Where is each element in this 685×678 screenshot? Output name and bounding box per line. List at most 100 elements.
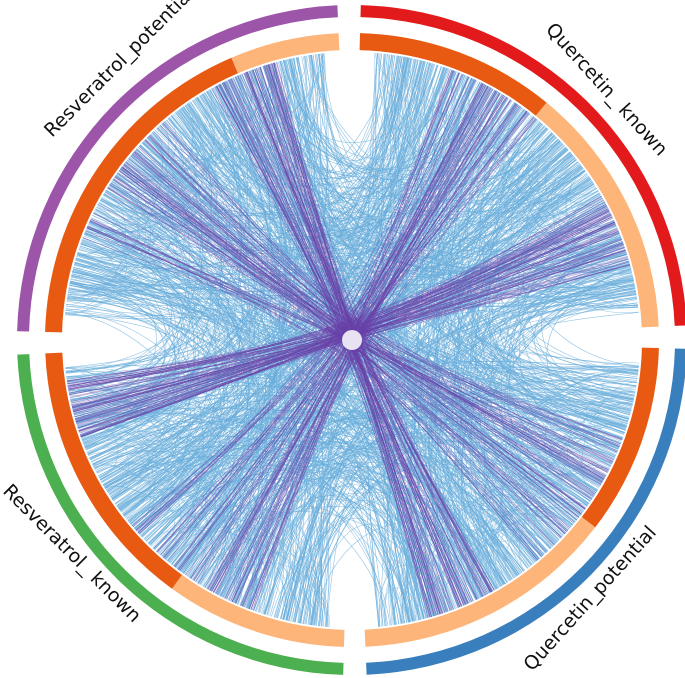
link-chord — [142, 54, 392, 207]
link-chord — [150, 134, 637, 300]
link-chord — [126, 509, 300, 624]
link-chord — [401, 56, 635, 289]
link-chord — [81, 431, 116, 451]
link-chord — [487, 499, 588, 592]
link-chord — [552, 195, 637, 296]
link-chord — [423, 502, 588, 619]
link-chord — [551, 155, 630, 267]
inner-arc-quercetin-potential-0 — [581, 347, 659, 528]
link-chord — [67, 132, 163, 293]
centre-highlight — [342, 330, 362, 350]
link-chord — [538, 437, 618, 515]
link-chord — [311, 53, 323, 104]
link-chord — [524, 145, 566, 183]
link-chord — [485, 409, 630, 577]
link-chord — [476, 97, 639, 309]
link-chord — [111, 70, 253, 191]
link-chord — [86, 227, 547, 553]
tracks-layer — [17, 5, 685, 675]
link-chord — [92, 214, 515, 578]
link-chord — [423, 61, 637, 295]
link-chord — [501, 121, 582, 200]
link-chord — [114, 75, 241, 183]
link-chord — [508, 119, 568, 180]
link-chord — [502, 106, 619, 239]
link-chord — [165, 509, 233, 587]
link-chord — [526, 479, 589, 538]
link-chord — [269, 63, 492, 593]
inner-arc-resveratrol-potential-0 — [45, 57, 238, 333]
inner-arc-resveratrol-potential-1 — [231, 33, 340, 74]
link-chord — [375, 53, 451, 153]
link-chord — [378, 565, 449, 627]
link-chord — [223, 81, 431, 618]
inner-arc-resveratrol-known-0 — [172, 574, 345, 647]
link-chord — [168, 92, 247, 190]
link-chord — [311, 454, 397, 626]
link-chord — [128, 65, 270, 179]
link-chord — [67, 383, 319, 627]
link-chord — [394, 58, 419, 149]
link-chord — [409, 440, 616, 622]
link-chord — [404, 529, 528, 623]
link-chord — [392, 56, 432, 147]
link-chord — [76, 89, 212, 256]
link-chord — [67, 107, 217, 296]
link-chord — [569, 388, 636, 434]
link-chord — [452, 72, 560, 162]
link-chord — [546, 234, 632, 284]
link-chord — [292, 58, 417, 161]
link-chord — [586, 401, 633, 435]
link-chord — [321, 554, 332, 627]
link-chord — [401, 56, 507, 119]
link-chord — [251, 69, 635, 397]
link-chord — [303, 465, 402, 624]
link-chord — [74, 264, 323, 627]
link-chord — [136, 145, 190, 193]
link-chord — [100, 115, 196, 215]
link-chord — [123, 479, 228, 585]
link-chord — [437, 68, 638, 306]
link-chord — [180, 108, 593, 212]
link-chord — [108, 461, 169, 505]
link-chord — [66, 230, 619, 382]
link-chord — [388, 54, 637, 300]
link-chord — [565, 192, 624, 250]
link-chord — [87, 445, 173, 543]
link-chord — [380, 587, 423, 627]
link-chord — [86, 227, 461, 607]
link-chord — [492, 92, 620, 237]
link-chord — [152, 56, 405, 215]
link-chord — [405, 591, 420, 623]
links-layer — [65, 52, 640, 628]
link-chord — [88, 111, 212, 240]
link-chord — [68, 287, 540, 559]
link-chord — [459, 517, 529, 598]
link-chord — [115, 413, 552, 549]
link-chord — [394, 56, 401, 91]
link-chord — [66, 123, 169, 305]
link-chord — [478, 84, 596, 196]
link-chord — [556, 168, 615, 230]
link-chord — [219, 552, 327, 627]
link-chord — [382, 53, 518, 164]
link-chord — [495, 92, 599, 195]
inner-arc-quercetin-known-1 — [535, 102, 659, 328]
link-chord — [65, 312, 249, 605]
link-chord — [571, 389, 635, 416]
link-chord — [601, 366, 639, 420]
link-chord — [119, 490, 234, 598]
link-chord — [87, 117, 177, 230]
link-chord — [195, 555, 219, 588]
link-chord — [65, 367, 155, 534]
link-chord — [501, 475, 582, 553]
link-chord — [180, 526, 275, 616]
link-chord — [538, 153, 623, 248]
link-chord — [484, 539, 524, 587]
link-chord — [85, 230, 555, 546]
link-chord — [80, 243, 303, 620]
inner-arc-quercetin-known-0 — [359, 33, 547, 116]
link-chord — [111, 468, 217, 574]
